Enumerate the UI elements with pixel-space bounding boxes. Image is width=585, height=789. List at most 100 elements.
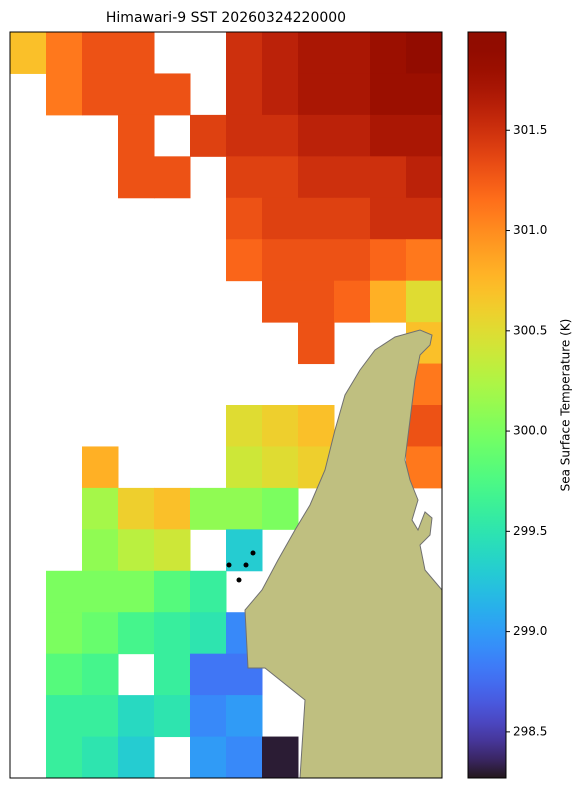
sst-cell — [370, 114, 407, 157]
sst-cell — [406, 405, 442, 447]
sst-cell — [298, 197, 335, 240]
sst-cell — [46, 73, 83, 116]
sst-cell — [406, 239, 442, 282]
sst-cell — [226, 32, 263, 74]
sst-cell — [334, 156, 371, 199]
sst-cell — [298, 280, 335, 323]
sst-cell — [82, 612, 119, 655]
sst-cell — [370, 239, 407, 282]
sst-cell — [262, 73, 299, 116]
sst-cell — [82, 32, 119, 74]
chart-title: Himawari-9 SST 20260324220000 — [106, 10, 346, 26]
sst-cell — [154, 487, 191, 530]
colorbar-tick-label: 299.0 — [513, 624, 547, 638]
sst-cell — [118, 695, 155, 738]
sst-cell — [370, 280, 407, 323]
sst-cell — [190, 114, 227, 157]
station — [243, 562, 249, 568]
sst-cell — [226, 156, 263, 199]
colorbar-tick-label: 300.5 — [513, 323, 547, 337]
sst-cell — [226, 446, 263, 489]
sst-cell — [262, 736, 299, 778]
sst-cell — [226, 73, 263, 116]
sst-cell — [46, 32, 83, 74]
station — [250, 550, 256, 556]
sst-cell — [82, 695, 119, 738]
sst-cell — [226, 197, 263, 240]
sst-cell — [298, 114, 335, 157]
sst-cell — [82, 570, 119, 613]
sst-cell — [190, 653, 227, 696]
sst-cell — [154, 612, 191, 655]
sst-cell — [334, 114, 371, 157]
sst-cell — [370, 197, 407, 240]
sst-cell — [118, 487, 155, 530]
sst-field — [10, 32, 442, 778]
sst-cell — [154, 156, 191, 199]
station — [236, 577, 242, 583]
sst-cell — [10, 32, 47, 74]
station — [226, 562, 232, 568]
sst-cell — [226, 736, 263, 778]
colorbar-tick-label: 299.5 — [513, 524, 547, 538]
sst-cell — [334, 239, 371, 282]
sst-cell — [334, 280, 371, 323]
sst-cell — [226, 695, 263, 738]
sst-cell — [118, 114, 155, 157]
sst-cell — [334, 32, 371, 74]
sst-cell — [334, 197, 371, 240]
sst-cell — [118, 612, 155, 655]
sst-cell — [298, 405, 335, 447]
sst-cell — [406, 32, 442, 74]
sst-cell — [118, 736, 155, 778]
sst-cell — [262, 280, 299, 323]
sst-cell — [406, 73, 442, 116]
sst-cell — [262, 446, 299, 489]
sst-cell — [82, 653, 119, 696]
sst-cell — [406, 280, 442, 323]
sst-cell — [370, 73, 407, 116]
sst-cell — [46, 736, 83, 778]
sst-cell — [370, 156, 407, 199]
sst-cell — [46, 612, 83, 655]
sst-cell — [298, 32, 335, 74]
sst-cell — [406, 156, 442, 199]
map-frame — [9, 31, 443, 779]
colorbar-label: Sea Surface Temperature (K) — [559, 319, 573, 492]
sst-cell — [190, 570, 227, 613]
colorbar-tick-label: 301.5 — [513, 123, 547, 137]
sst-cell — [118, 73, 155, 116]
sst-cell — [406, 114, 442, 157]
sst-cell — [226, 487, 263, 530]
sst-cell — [262, 156, 299, 199]
station-markers — [226, 550, 256, 583]
sst-cell — [190, 695, 227, 738]
sst-cell — [154, 529, 191, 572]
land — [244, 329, 442, 778]
sst-cell — [82, 446, 119, 489]
sst-cell — [262, 239, 299, 282]
sst-cell — [46, 570, 83, 613]
sst-cell — [46, 695, 83, 738]
sst-cell — [154, 695, 191, 738]
sst-cell — [154, 73, 191, 116]
sst-cell — [262, 32, 299, 74]
sst-cell — [262, 405, 299, 447]
sst-cell — [46, 653, 83, 696]
sst-cell — [190, 736, 227, 778]
sst-cell — [262, 487, 299, 530]
sst-cell — [406, 197, 442, 240]
colorbar — [467, 31, 507, 779]
sst-cell — [406, 446, 442, 489]
sst-cell — [226, 405, 263, 447]
sst-cell — [298, 156, 335, 199]
sst-cell — [262, 197, 299, 240]
colorbar-tick-label: 301.0 — [513, 223, 547, 237]
sst-cell — [82, 529, 119, 572]
sst-cell — [226, 114, 263, 157]
colorbar-tick-label: 298.5 — [513, 724, 547, 738]
sst-cell — [298, 322, 335, 365]
colorbar-tick-label: 300.0 — [513, 424, 547, 438]
